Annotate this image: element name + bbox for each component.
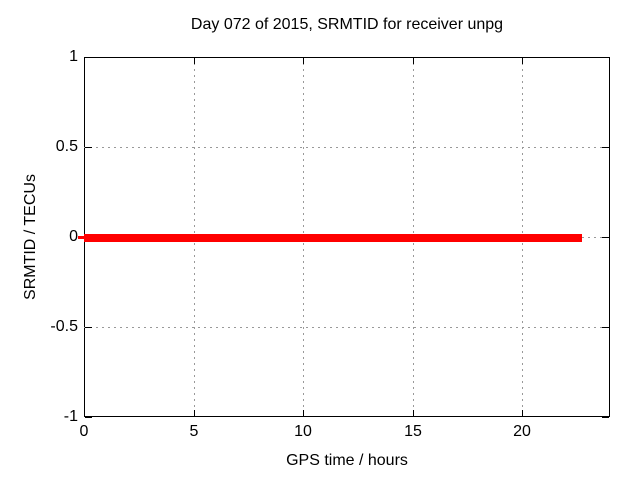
y-tick-label: 1 bbox=[69, 48, 78, 65]
y-tick-right bbox=[602, 327, 609, 328]
series-left-overhang bbox=[78, 236, 84, 239]
x-tick-bottom bbox=[194, 410, 195, 417]
x-tick-label: 0 bbox=[79, 423, 89, 440]
y-gridline bbox=[84, 327, 610, 328]
x-tick-bottom bbox=[84, 410, 85, 417]
x-tick-top bbox=[413, 57, 414, 64]
y-tick-label: 0.5 bbox=[55, 138, 78, 155]
x-tick-bottom bbox=[303, 410, 304, 417]
chart-title: Day 072 of 2015, SRMTID for receiver unp… bbox=[190, 16, 504, 33]
y-tick-right bbox=[602, 147, 609, 148]
y-tick-left bbox=[85, 57, 92, 58]
series-line bbox=[84, 234, 582, 242]
y-tick-right bbox=[602, 57, 609, 58]
y-tick-left bbox=[85, 147, 92, 148]
y-tick-left bbox=[85, 417, 92, 418]
y-tick-label: 0 bbox=[69, 228, 78, 245]
y-gridline bbox=[84, 147, 610, 148]
x-tick-label: 10 bbox=[294, 423, 312, 440]
x-tick-top bbox=[303, 57, 304, 64]
x-tick-label: 5 bbox=[189, 423, 199, 440]
y-tick-label: -1 bbox=[63, 408, 78, 425]
x-tick-bottom bbox=[522, 410, 523, 417]
y-tick-label: -0.5 bbox=[50, 318, 78, 335]
x-tick-top bbox=[194, 57, 195, 64]
y-tick-left bbox=[85, 327, 92, 328]
y-tick-right bbox=[602, 237, 609, 238]
x-tick-top bbox=[84, 57, 85, 64]
x-tick-label: 15 bbox=[404, 423, 422, 440]
x-tick-top bbox=[522, 57, 523, 64]
x-tick-bottom bbox=[413, 410, 414, 417]
x-tick-label: 20 bbox=[513, 423, 531, 440]
x-axis-label: GPS time / hours bbox=[286, 452, 408, 469]
y-tick-right bbox=[602, 417, 609, 418]
